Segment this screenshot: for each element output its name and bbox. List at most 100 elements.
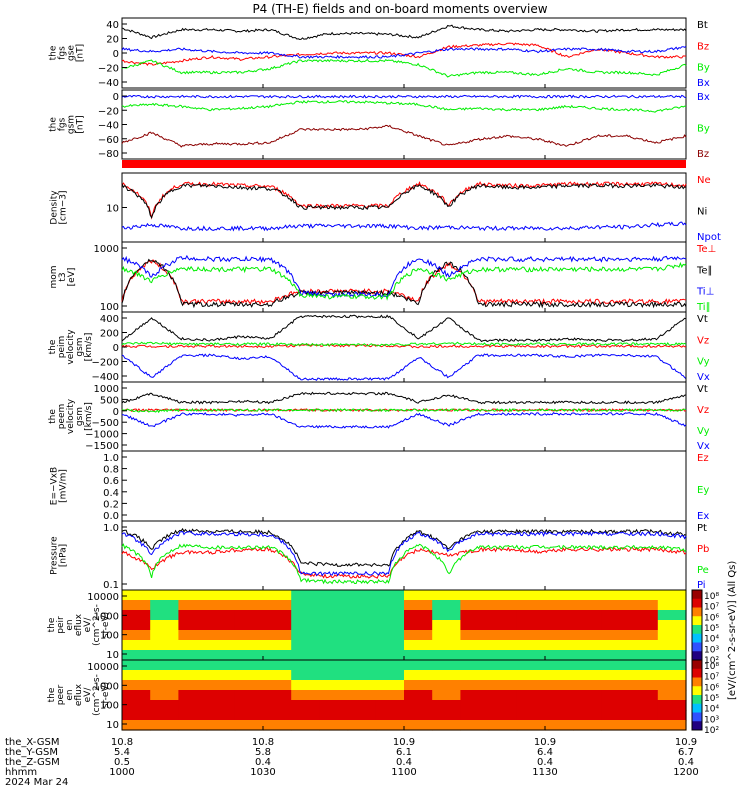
series-line-Bx: [121, 94, 687, 99]
heat-cell: [263, 670, 292, 681]
heat-cell: [319, 690, 349, 701]
heat-cell: [263, 660, 292, 671]
y-axis-label-line: [eV]: [67, 268, 77, 287]
x-row-value: 5.4: [114, 747, 130, 758]
heat-cell: [178, 670, 208, 681]
panel-pressure: Pt Pb Pe Pi 1.0 0.1 Pressure [nPa]: [50, 520, 709, 591]
heat-cell: [206, 610, 236, 621]
x-row-value: 5.8: [255, 747, 271, 758]
heat-cell: [488, 660, 518, 671]
colorbar-tick-label: 10⁷: [704, 673, 719, 683]
y-tick-label: 100: [100, 631, 119, 642]
heat-cell: [657, 690, 687, 701]
y-axis-label-line: gsm: [75, 407, 85, 426]
heat-cell: [122, 670, 151, 681]
heat-cell: [488, 590, 518, 601]
heat-cell: [404, 700, 433, 711]
heat-cell: [629, 670, 659, 681]
legend-label-Vz: Vz: [697, 335, 709, 346]
heat-cell: [178, 700, 208, 711]
heat-cell: [319, 620, 349, 631]
y-axis-label-line: the: [49, 117, 59, 132]
x-row-value: 6.7: [678, 747, 694, 758]
heat-cell: [178, 650, 208, 661]
legend-label-Vx: Vx: [697, 441, 710, 452]
heat-cell: [573, 690, 602, 701]
series-line-Bz: [121, 42, 687, 66]
heat-cell: [263, 600, 292, 611]
heat-cell: [122, 620, 151, 631]
heat-cell: [319, 700, 349, 711]
colorbar-tick-label: 10⁶: [704, 683, 719, 693]
panel-peim_velocity: Vt Vz Vy Vx 400 200 0 −200 −400 the peim velocity gs…: [48, 311, 710, 383]
y-tick-label: 10: [106, 650, 119, 661]
heat-cell: [178, 720, 208, 731]
heat-cell: [291, 650, 320, 661]
heat-cell: [404, 650, 433, 661]
heat-cell: [375, 600, 405, 611]
heat-cell: [206, 660, 236, 671]
heat-cell: [234, 660, 264, 671]
x-row-value: 1000: [109, 767, 134, 778]
y-tick-label: 200: [100, 329, 119, 340]
heat-cell: [460, 680, 490, 691]
heat-cell: [404, 690, 433, 701]
heat-cell: [206, 600, 236, 611]
heat-cell: [347, 660, 377, 671]
heat-cell: [347, 720, 377, 731]
y-axis-label-line: gsm: [67, 115, 77, 134]
legend-label-Ti∥: Ti∥: [696, 302, 711, 313]
heat-cell: [657, 610, 687, 621]
heat-cell: [150, 650, 179, 661]
heat-cell: [601, 640, 631, 651]
heat-cell: [460, 600, 490, 611]
y-tick-label: 1000: [94, 244, 119, 255]
heat-cell: [122, 600, 151, 611]
series-line-By: [121, 58, 687, 78]
colorbar-swatch: [692, 703, 702, 713]
heat-cell: [234, 670, 264, 681]
heat-cell: [319, 720, 349, 731]
y-tick-label: 10: [106, 720, 119, 731]
heat-cell: [460, 590, 490, 601]
colorbar-tick-label: 10⁴: [704, 635, 719, 645]
y-axis-label-line: en: [65, 689, 75, 700]
heat-cell: [601, 660, 631, 671]
legend-label-Pe: Pe: [697, 565, 709, 576]
series-line-Vt: [121, 391, 687, 405]
heat-cell: [488, 630, 518, 641]
y-axis-label-line: [mV/m]: [59, 469, 69, 503]
heat-cell: [263, 680, 292, 691]
series-line-Ni: [121, 182, 687, 219]
heat-cell: [263, 650, 292, 661]
heat-cell: [404, 660, 433, 671]
heat-cell: [516, 590, 546, 601]
series-line-Ti⊥: [121, 254, 687, 299]
series-line-Vy: [121, 341, 687, 347]
heat-cell: [488, 620, 518, 631]
y-axis-label-line: sr-eV): [101, 682, 111, 708]
heat-cell: [291, 690, 320, 701]
heat-cell: [206, 700, 236, 711]
heat-cell: [404, 720, 433, 731]
heat-cell: [404, 630, 433, 641]
heat-cell: [122, 640, 151, 651]
legend-label-Vt: Vt: [697, 314, 708, 325]
heat-cell: [460, 690, 490, 701]
x-row-value: 6.1: [396, 747, 412, 758]
y-axis-label: the fgs gse [nT]: [49, 44, 86, 62]
x-row-value: 1030: [250, 767, 275, 778]
y-axis-label-line: [km/s]: [84, 333, 94, 362]
heat-cell: [291, 700, 320, 711]
y-tick-label: −1500: [85, 441, 119, 452]
heat-cell: [460, 670, 490, 681]
heat-cell: [601, 650, 631, 661]
legend-label-Ez: Ez: [697, 453, 709, 464]
heat-cell: [488, 690, 518, 701]
x-row-value: 1200: [673, 767, 698, 778]
colorbar-swatch: [692, 660, 702, 670]
heat-cell: [516, 640, 546, 651]
heat-cell: [404, 710, 433, 721]
heat-cell: [375, 650, 405, 661]
legend-label-Vz: Vz: [697, 405, 709, 416]
